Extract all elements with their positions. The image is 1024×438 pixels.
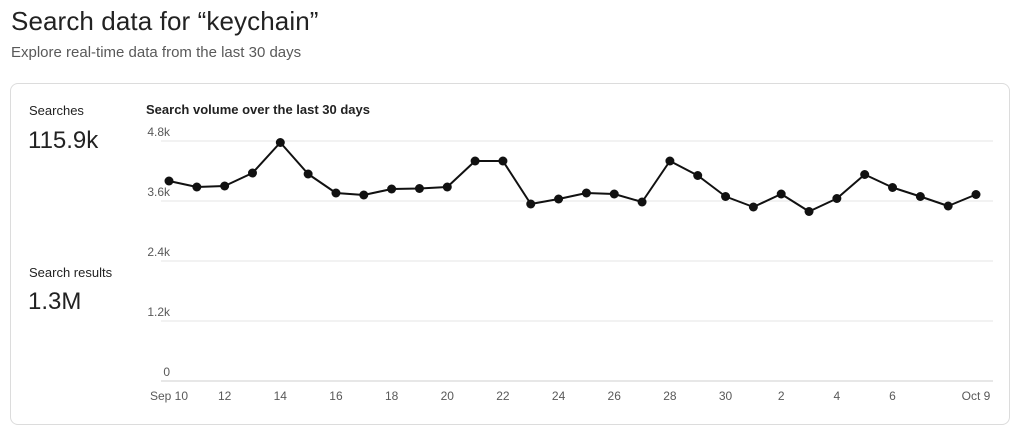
chart-title: Search volume over the last 30 days — [146, 102, 370, 117]
x-tick-label: 30 — [719, 389, 733, 403]
x-tick-label: Sep 10 — [150, 389, 188, 403]
search-results-label: Search results — [29, 265, 113, 280]
search-results-value: 1.3M — [28, 288, 82, 315]
search-data-card: Searches 115.9k Search results 1.3M Sear… — [10, 83, 1010, 425]
y-tick-label: 4.8k — [147, 125, 171, 139]
x-tick-label: 22 — [496, 389, 510, 403]
y-tick-label: 2.4k — [147, 245, 171, 259]
data-point — [776, 189, 786, 199]
data-point — [442, 182, 452, 192]
page-title: Search data for “keychain” — [11, 6, 319, 36]
data-point — [748, 202, 758, 212]
y-tick-label: 3.6k — [147, 185, 171, 199]
x-tick-label: 18 — [385, 389, 399, 403]
data-point — [331, 188, 341, 198]
data-point — [637, 197, 647, 207]
searches-value: 115.9k — [28, 127, 99, 154]
data-point — [804, 207, 814, 216]
data-point — [665, 156, 675, 166]
page-subtitle: Explore real-time data from the last 30 … — [11, 44, 302, 61]
data-point — [498, 156, 508, 166]
series-line — [168, 141, 977, 213]
data-point — [192, 182, 202, 192]
x-tick-label: Oct 9 — [962, 389, 991, 403]
y-tick-label: 0 — [163, 365, 170, 379]
data-point — [414, 184, 424, 193]
x-tick-label: 26 — [608, 389, 622, 403]
data-point — [693, 171, 703, 180]
data-point — [387, 184, 397, 194]
data-point — [359, 190, 369, 200]
data-point — [526, 199, 536, 209]
data-point — [609, 189, 619, 199]
x-tick-label: 4 — [834, 389, 841, 403]
x-tick-label: 12 — [218, 389, 232, 403]
data-point — [303, 169, 313, 179]
x-tick-label: 2 — [778, 389, 785, 403]
data-point — [275, 138, 285, 147]
data-point — [581, 188, 591, 198]
x-tick-label: 14 — [274, 389, 288, 403]
data-point — [888, 183, 898, 192]
data-point — [554, 194, 564, 204]
data-point — [971, 190, 981, 199]
data-point — [247, 168, 257, 178]
data-point — [721, 192, 731, 201]
data-point — [164, 176, 174, 186]
x-tick-label: 20 — [441, 389, 455, 403]
x-tick-label: 6 — [889, 389, 896, 403]
data-point — [943, 201, 953, 211]
data-point — [832, 194, 842, 203]
data-point — [860, 170, 870, 179]
y-tick-label: 1.2k — [147, 305, 171, 319]
x-tick-label: 28 — [663, 389, 677, 403]
x-tick-label: 24 — [552, 389, 566, 403]
data-point — [915, 192, 925, 201]
x-tick-label: 16 — [329, 389, 343, 403]
data-point — [220, 181, 230, 191]
data-point — [470, 156, 480, 166]
searches-label: Searches — [29, 103, 84, 118]
